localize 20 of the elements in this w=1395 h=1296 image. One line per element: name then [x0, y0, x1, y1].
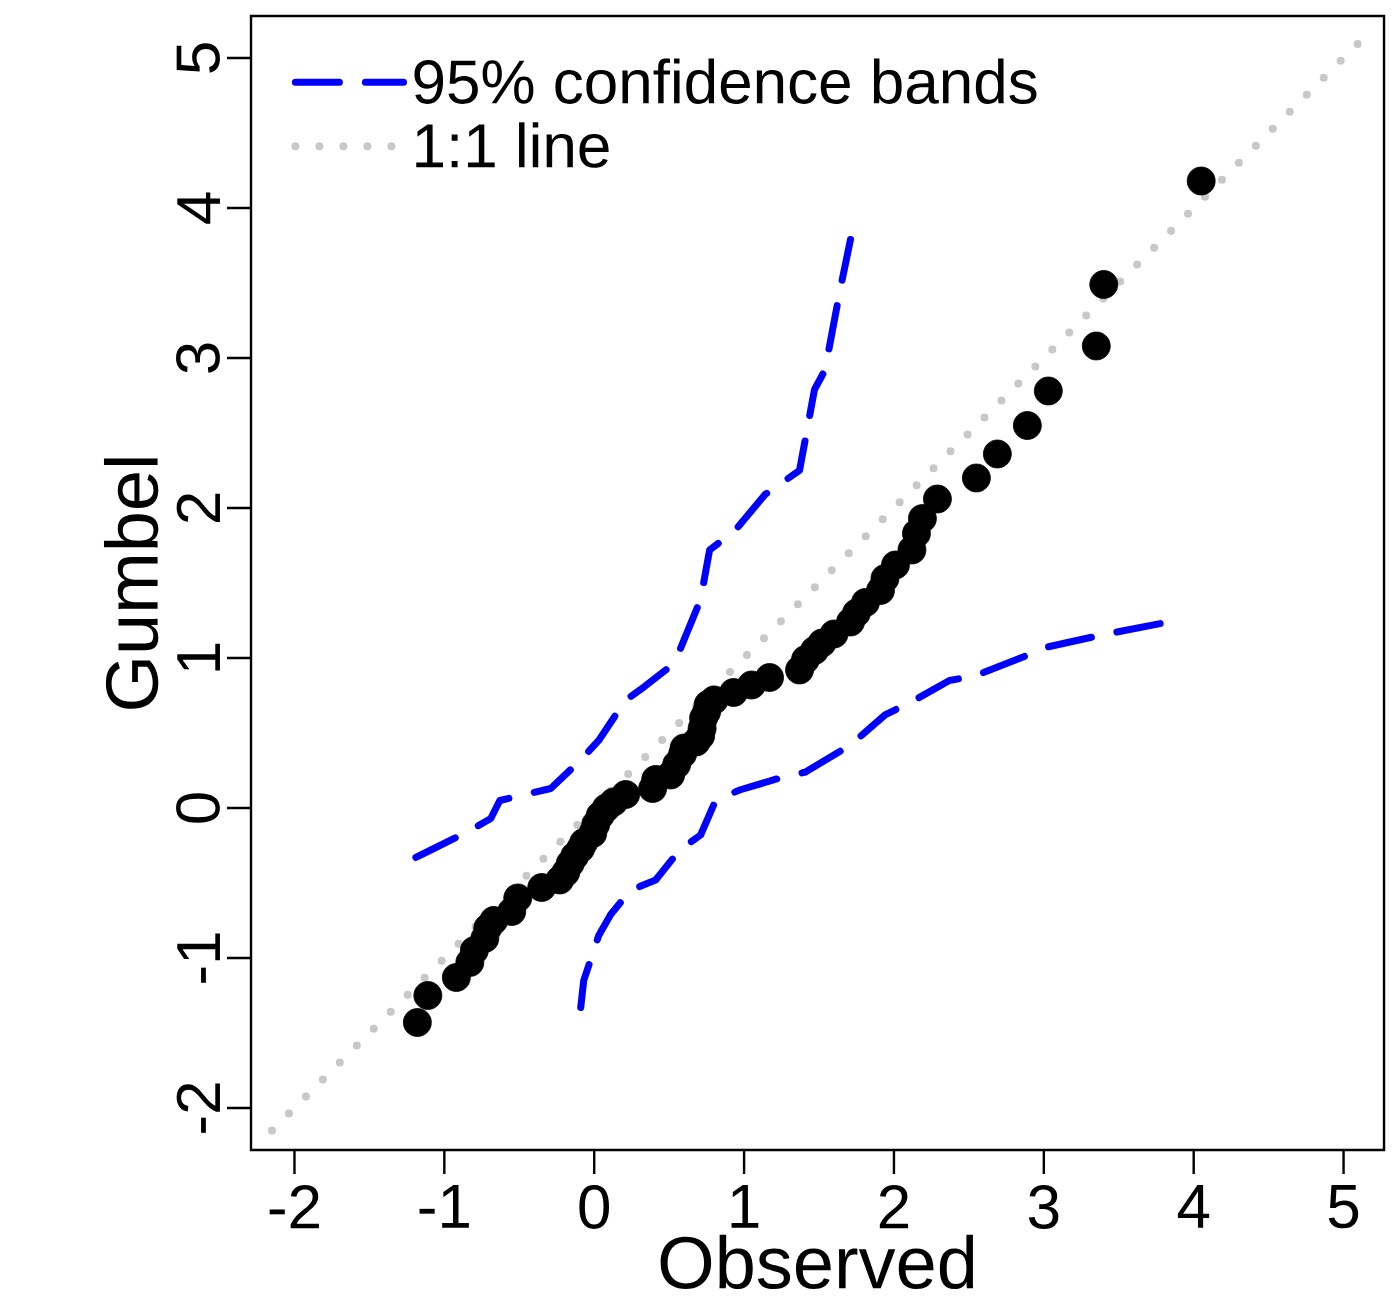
y-tick-label: 5	[176, 43, 220, 73]
y-axis-title: Gumbel	[103, 458, 159, 709]
y-tick-label: 0	[176, 793, 220, 823]
x-tick-label: -1	[419, 1185, 469, 1228]
legend-label: 95% confidence bands	[414, 58, 1037, 105]
y-tick-label: 2	[176, 494, 220, 523]
y-tick-label: -2	[176, 1083, 220, 1133]
x-tick-label: -2	[269, 1185, 319, 1229]
y-tick-label: 1	[177, 643, 220, 671]
x-axis-title: Observed	[660, 1234, 974, 1290]
x-tick-label: 5	[1328, 1185, 1359, 1229]
x-tick-label: 3	[1028, 1185, 1059, 1230]
y-tick-label: 4	[177, 192, 220, 224]
x-tick-label: 2	[879, 1185, 909, 1229]
x-tick-label: 4	[1177, 1185, 1210, 1228]
y-tick-label: 3	[176, 343, 220, 374]
x-tick-label: 0	[579, 1185, 610, 1230]
y-tick-label: -1	[177, 933, 220, 983]
legend-label: 1:1 line	[416, 122, 609, 168]
x-tick-label: 1	[731, 1185, 759, 1228]
